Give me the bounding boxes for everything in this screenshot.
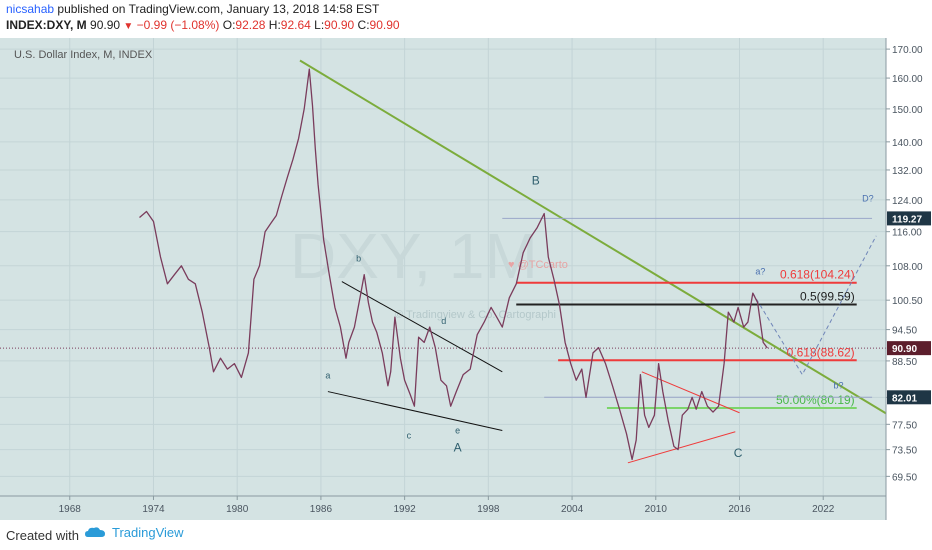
- price-change: −0.99 (−1.08%): [136, 18, 220, 32]
- y-tick-label: 160.00: [892, 74, 923, 85]
- price-tag-bg: [887, 341, 931, 356]
- channel-line: [341, 281, 503, 373]
- price-tag-label: 82.01: [892, 393, 917, 404]
- triangle-line: [627, 431, 736, 464]
- down-arrow-icon: ▼: [123, 21, 134, 32]
- price-axis[interactable]: 170.00 160.00 150.00 140.00 132.00 124.00 116.…: [886, 45, 923, 483]
- watermark-caption: © Tradingview & Co. Cartographi: [395, 309, 556, 321]
- price-tag-bg: [887, 390, 931, 405]
- price-tag-bg: [887, 211, 931, 226]
- close-value: 90.90: [369, 18, 400, 32]
- price-tag-label: 90.90: [892, 344, 917, 355]
- y-tick-label: 88.50: [892, 357, 917, 368]
- high-label: H:: [268, 18, 281, 32]
- x-tick-label: 1992: [394, 504, 417, 515]
- author-link[interactable]: nicsahab: [6, 2, 55, 16]
- watermark: DXY, 1M © Tradingview & Co. Cartographi ♥ …: [290, 220, 568, 321]
- wave-label: b: [356, 253, 361, 263]
- wave-label: b?: [834, 381, 844, 391]
- close-label: C:: [357, 18, 370, 32]
- price-line: [139, 68, 768, 461]
- x-tick-label: 2022: [812, 504, 835, 515]
- wave-label: C: [734, 446, 743, 460]
- fib-level-label: 0.618(88.62): [787, 345, 855, 359]
- publish-text: published on TradingView.com, January 13…: [57, 2, 380, 16]
- channel-line: [327, 391, 503, 432]
- high-value: 92.64: [280, 18, 311, 32]
- watermark-tag: ♥ @TCcarto: [508, 259, 568, 271]
- last-price: 90.90: [90, 18, 121, 32]
- y-tick-label: 100.50: [892, 296, 923, 307]
- y-tick-label: 124.00: [892, 196, 923, 207]
- x-tick-label: 1968: [59, 504, 82, 515]
- cloud-logo-icon: [85, 526, 105, 537]
- low-value: 90.90: [324, 18, 355, 32]
- plot-background: [0, 38, 886, 520]
- projection-path: [752, 235, 877, 376]
- x-tick-label: 1974: [142, 504, 165, 515]
- x-tick-label: 1986: [310, 504, 333, 515]
- wave-label: a: [325, 371, 330, 381]
- x-tick-label: 2016: [728, 504, 751, 515]
- x-tick-label: 2004: [561, 504, 584, 515]
- chart-title: U.S. Dollar Index, M, INDEX: [14, 49, 153, 61]
- time-axis[interactable]: 1968 1974 1980 1986 1992 1998 2004 2010 2016 2022: [59, 496, 835, 515]
- y-tick-label: 150.00: [892, 105, 923, 116]
- y-tick-label: 77.50: [892, 420, 917, 431]
- trendline: [299, 59, 887, 415]
- y-tick-label: 140.00: [892, 138, 923, 149]
- y-tick-label: 69.50: [892, 472, 917, 483]
- y-tick-label: 73.50: [892, 446, 917, 457]
- wave-label: c: [407, 431, 412, 441]
- price-tags: 119.27 90.90 82.01: [887, 211, 931, 405]
- ohlc-legend: INDEX:DXY, M 90.90 ▼ −0.99 (−1.08%) O:92…: [6, 18, 400, 34]
- brand-name: TradingView: [112, 525, 184, 540]
- price-series: [139, 68, 768, 461]
- y-tick-label: 108.00: [892, 262, 923, 273]
- footer: Created with TradingView: [0, 520, 932, 550]
- fib-level-label: 0.5(99.59): [800, 290, 855, 304]
- x-tick-label: 1980: [226, 504, 249, 515]
- created-with-label: Created with: [6, 528, 79, 543]
- y-tick-label: 116.00: [892, 228, 922, 239]
- price-tag-label: 119.27: [892, 214, 922, 225]
- y-tick-label: 132.00: [892, 166, 923, 177]
- x-tick-label: 1998: [477, 504, 500, 515]
- wave-labels: a b c d eA B Ca? b? D?: [325, 174, 873, 460]
- fib-level-label: 0.618(104.24): [780, 268, 855, 282]
- tradingview-link[interactable]: TradingView: [84, 525, 184, 540]
- wave-label: B: [532, 174, 540, 188]
- triangle-line: [641, 371, 740, 414]
- x-tick-label: 2010: [645, 504, 668, 515]
- fib-level-label: 50.00%(80.19): [776, 393, 855, 407]
- open-label: O:: [222, 18, 236, 32]
- low-label: L:: [314, 18, 325, 32]
- symbol-label: INDEX:DXY, M: [6, 18, 87, 32]
- wave-label: e: [455, 426, 460, 436]
- wave-label: A: [454, 441, 462, 455]
- publish-info: nicsahab published on TradingView.com, J…: [6, 2, 379, 17]
- y-tick-label: 170.00: [892, 45, 923, 56]
- watermark-symbol: DXY, 1M: [290, 220, 538, 292]
- open-value: 92.28: [235, 18, 266, 32]
- wave-label: D?: [862, 194, 874, 204]
- wave-label: d: [441, 316, 446, 326]
- price-chart[interactable]: DXY, 1M © Tradingview & Co. Cartographi ♥ …: [0, 38, 932, 520]
- y-tick-label: 94.50: [892, 326, 917, 337]
- wave-label: a?: [755, 267, 765, 277]
- drawings-layer: 0.618(104.24) 0.5(99.59) 0.618(88.62) 50.00…: [0, 59, 887, 464]
